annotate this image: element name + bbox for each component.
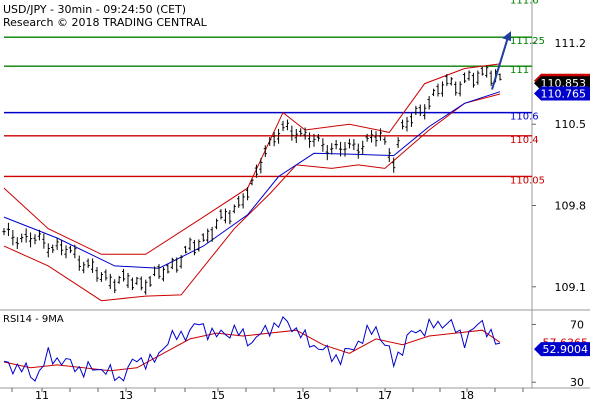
level-label-110.4: 110.4 <box>510 135 539 146</box>
time-x-axis: 11 13 15 16 17 18 <box>11 388 524 402</box>
price-tick-label: 111.2 <box>555 37 587 50</box>
x-tick-label: 15 <box>211 389 225 400</box>
x-tick-label: 16 <box>296 389 310 400</box>
bollinger-upper-line <box>3 63 501 255</box>
rsi-badge-52.9004: 52.9004 <box>534 342 590 357</box>
x-tick-label: 11 <box>35 389 49 400</box>
rsi-panel <box>3 316 501 382</box>
x-tick-label: 18 <box>460 389 474 400</box>
rsi-y-axis: 307057.636552.9004 <box>532 318 590 389</box>
projection-arrow-head <box>502 31 511 42</box>
rsi-title: RSI14 - 9MA <box>3 314 64 325</box>
price-badge-box <box>534 86 590 101</box>
price-tick-label: 110.5 <box>555 118 587 131</box>
bollinger-and-ma <box>3 63 501 302</box>
level-label-110.6: 110.6 <box>510 112 539 123</box>
rsi-ma-line <box>3 329 501 372</box>
level-label-111.6: 111.6 <box>510 0 539 7</box>
price-tick-label: 109.8 <box>555 200 587 213</box>
bollinger-lower-line <box>3 93 501 302</box>
chart-title: USD/JPY - 30min - 09:24:50 (CET) <box>3 3 186 16</box>
projection-arrow <box>491 31 511 90</box>
moving-average-line <box>3 91 501 269</box>
rsi-badge-box <box>534 342 590 357</box>
level-label-111: 111 <box>510 65 529 76</box>
price-levels: 111.6 111.25 111 110.6 110.4 110.05 <box>4 0 545 186</box>
price-y-axis: 109.1 109.8 110.5 111.2 <box>532 37 586 294</box>
x-tick-label: 17 <box>378 389 392 400</box>
rsi-line <box>3 316 501 382</box>
price-bars <box>2 65 502 295</box>
rsi-tick-label: 30 <box>570 376 584 389</box>
projection-arrow-shaft <box>491 36 509 90</box>
level-label-111.25: 111.25 <box>510 36 545 47</box>
x-tick-label: 13 <box>119 389 133 400</box>
price-badge-110.765: 110.765 <box>534 86 590 101</box>
chart-copyright: Research © 2018 TRADING CENTRAL <box>3 16 208 29</box>
rsi-tick-label: 70 <box>570 318 584 331</box>
price-badge-label: 110.765 <box>541 87 587 100</box>
level-label-110.05: 110.05 <box>510 175 545 186</box>
rsi-badge-label: 52.9004 <box>543 343 589 356</box>
price-tick-label: 109.1 <box>555 281 587 294</box>
